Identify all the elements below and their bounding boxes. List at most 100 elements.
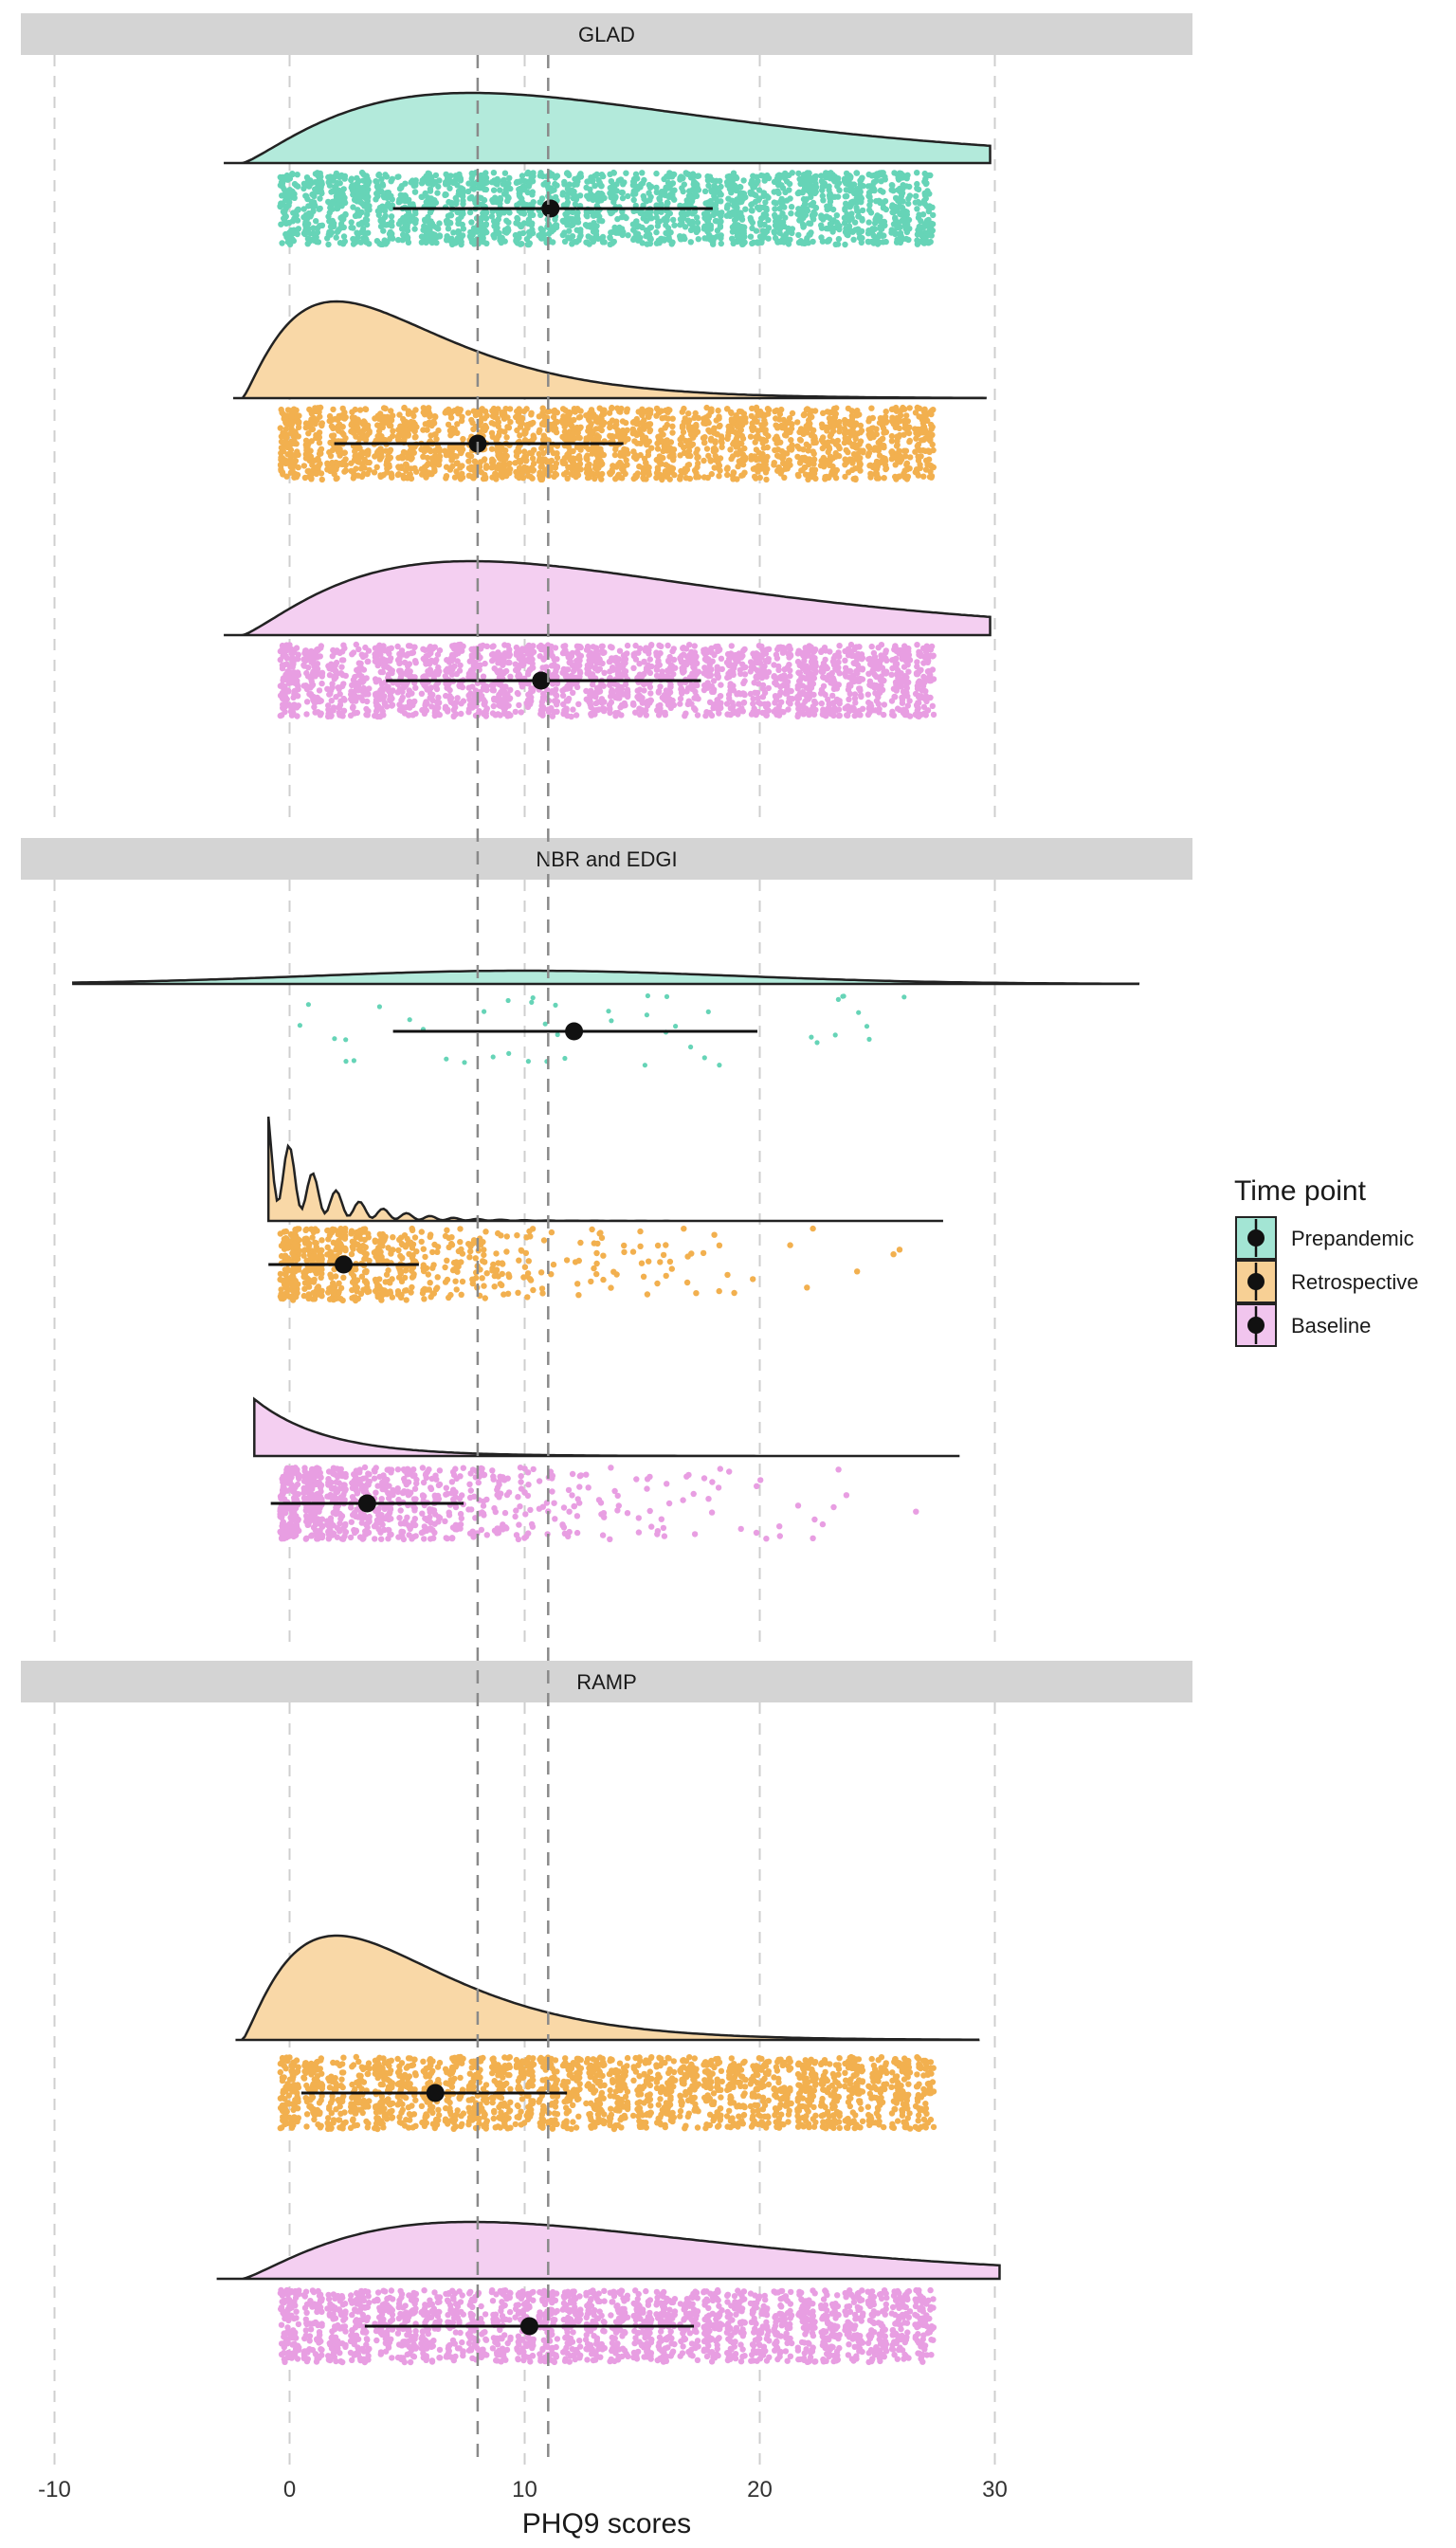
data-point xyxy=(763,476,770,483)
data-point xyxy=(632,229,640,237)
data-point xyxy=(655,473,662,480)
data-point xyxy=(820,454,827,462)
data-point xyxy=(927,468,934,475)
data-point xyxy=(570,447,576,455)
data-point xyxy=(633,431,640,439)
data-point xyxy=(713,417,719,424)
data-point xyxy=(561,434,568,441)
data-point xyxy=(390,428,396,434)
data-point xyxy=(781,666,788,673)
data-point xyxy=(330,406,337,413)
data-point xyxy=(686,441,694,447)
data-point xyxy=(826,444,832,451)
data-point xyxy=(642,409,648,415)
data-point xyxy=(630,178,637,185)
data-point xyxy=(302,455,310,462)
data-point xyxy=(623,419,629,427)
data-point xyxy=(831,174,838,181)
data-point xyxy=(573,239,580,246)
data-point xyxy=(506,174,513,181)
data-point xyxy=(530,173,537,180)
data-point xyxy=(538,476,546,483)
data-point xyxy=(778,406,785,413)
data-point xyxy=(913,192,919,199)
data-point xyxy=(842,241,848,248)
data-point xyxy=(454,182,461,189)
data-point xyxy=(619,231,626,239)
data-point xyxy=(855,226,862,232)
data-point xyxy=(774,173,781,179)
data-point xyxy=(878,419,885,426)
data-point xyxy=(446,179,452,186)
data-point xyxy=(805,173,812,181)
data-point xyxy=(796,428,803,435)
data-point xyxy=(812,173,819,180)
data-point xyxy=(881,442,887,449)
data-point xyxy=(450,229,457,236)
data-point xyxy=(553,460,560,467)
data-point xyxy=(537,211,544,219)
data-point xyxy=(896,231,903,238)
data-point xyxy=(759,173,767,179)
data-point xyxy=(314,464,320,471)
data-point xyxy=(925,456,933,463)
data-point xyxy=(526,421,534,428)
data-point xyxy=(625,232,631,239)
data-point xyxy=(443,473,450,480)
data-point xyxy=(478,172,484,179)
facet-strip-2 xyxy=(21,1661,1192,1702)
facet-label-0: GLAD xyxy=(578,23,635,46)
data-point xyxy=(569,233,576,240)
data-point xyxy=(686,220,694,227)
data-point xyxy=(636,463,643,470)
data-point xyxy=(468,219,475,226)
data-point xyxy=(308,470,316,478)
data-point xyxy=(564,209,572,216)
data-point xyxy=(466,209,474,216)
data-point xyxy=(576,456,583,463)
data-point xyxy=(842,207,848,213)
data-point xyxy=(801,410,808,418)
data-point xyxy=(772,408,778,415)
data-point xyxy=(365,178,373,185)
data-point xyxy=(687,174,695,181)
data-point xyxy=(730,476,737,482)
data-point xyxy=(682,475,690,482)
data-point xyxy=(289,171,296,178)
data-point xyxy=(342,435,349,442)
data-point xyxy=(666,209,673,217)
data-point xyxy=(748,456,755,463)
data-point xyxy=(668,241,675,247)
data-point xyxy=(871,220,879,227)
data-point xyxy=(646,428,653,435)
data-point xyxy=(408,456,414,463)
data-point xyxy=(428,195,435,202)
data-point xyxy=(576,413,584,421)
data-point xyxy=(819,183,826,191)
data-point xyxy=(300,206,307,212)
data-point xyxy=(471,180,478,187)
data-point xyxy=(707,409,714,415)
data-point xyxy=(436,457,443,464)
data-point xyxy=(458,241,464,248)
data-point xyxy=(539,456,546,463)
data-point xyxy=(312,408,319,415)
data-point xyxy=(553,471,560,478)
data-point xyxy=(529,191,536,198)
data-point xyxy=(759,232,766,239)
data-point xyxy=(281,215,287,222)
data-point xyxy=(846,696,852,702)
data-point xyxy=(399,237,406,244)
data-point xyxy=(408,179,414,186)
data-point xyxy=(915,198,921,206)
data-point xyxy=(491,234,498,241)
data-point xyxy=(903,476,911,482)
data-point xyxy=(493,227,500,233)
data-point xyxy=(879,232,886,239)
data-point xyxy=(849,198,856,205)
data-point xyxy=(624,406,630,412)
data-point xyxy=(330,432,337,439)
data-point xyxy=(449,455,456,462)
data-point xyxy=(357,220,364,228)
data-point xyxy=(380,228,387,234)
